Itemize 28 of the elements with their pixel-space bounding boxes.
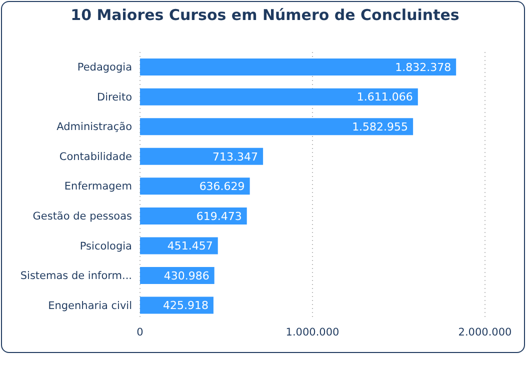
data-label: 1.832.378: [395, 60, 452, 74]
y-tick-label: Contabilidade: [59, 150, 132, 163]
bar: [140, 118, 414, 136]
x-tick-label: 1.000.000: [286, 326, 340, 338]
y-tick-label: Administração: [56, 121, 132, 134]
bar: [140, 58, 456, 76]
bar: [140, 207, 247, 224]
y-tick-label: Enfermagem: [64, 180, 132, 193]
x-tick-label: 2.000.000: [458, 326, 512, 338]
bar: [140, 178, 250, 195]
y-tick-label: Sistemas de inform...: [20, 270, 132, 282]
data-label: 1.582.955: [352, 120, 408, 134]
y-tick-label: Engenharia civil: [48, 300, 132, 312]
data-label: 636.629: [199, 180, 245, 194]
data-label: 713.347: [212, 150, 258, 164]
data-label: 430.986: [164, 269, 210, 282]
y-tick-label: Psicologia: [80, 240, 132, 252]
x-tick-label: 0: [136, 326, 144, 338]
y-tick-label: Direito: [96, 91, 132, 104]
y-tick-label: Pedagogia: [77, 62, 132, 74]
data-label: 451.457: [167, 240, 213, 253]
chart-title: 10 Maiores Cursos em Número de Concluintes: [70, 6, 460, 24]
bar: [140, 88, 418, 106]
data-label: 619.473: [196, 210, 242, 223]
data-label: 1.611.066: [356, 90, 413, 104]
data-label: 425.918: [162, 299, 208, 312]
y-tick-label: Gestão de pessoas: [32, 210, 132, 223]
bar: [140, 148, 264, 165]
